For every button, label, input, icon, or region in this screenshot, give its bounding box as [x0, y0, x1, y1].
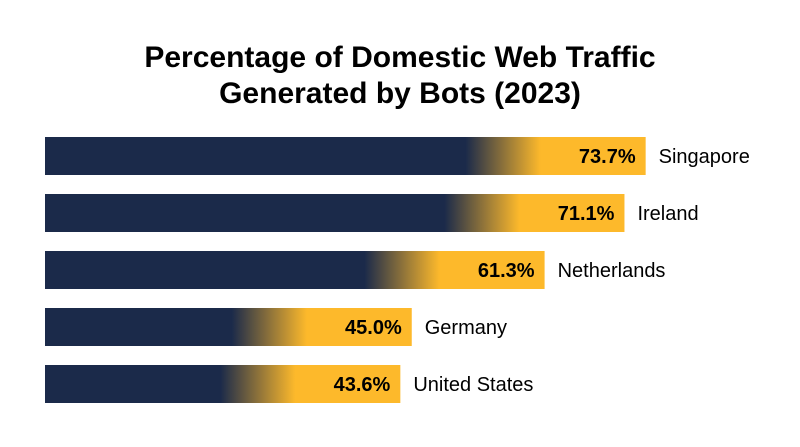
- bar-germany: [45, 308, 412, 346]
- category-label: Ireland: [637, 203, 698, 225]
- bar-singapore: [45, 137, 646, 175]
- value-label: 43.6%: [334, 374, 391, 396]
- value-label: 61.3%: [478, 260, 535, 282]
- value-label: 73.7%: [579, 146, 636, 168]
- bar-netherlands: [45, 251, 545, 289]
- value-label: 71.1%: [558, 203, 615, 225]
- chart-title: Percentage of Domestic Web Traffic Gener…: [0, 40, 800, 112]
- category-label: United States: [413, 374, 533, 396]
- category-label: Netherlands: [558, 260, 666, 282]
- bar-united-states: [45, 365, 401, 403]
- chart-title-line-1: Percentage of Domestic Web Traffic: [144, 41, 656, 74]
- category-label: Singapore: [659, 146, 750, 168]
- bar-ireland: [45, 194, 625, 232]
- chart-title-line-2: Generated by Bots (2023): [219, 77, 581, 110]
- category-label: Germany: [425, 317, 507, 339]
- value-label: 45.0%: [345, 317, 402, 339]
